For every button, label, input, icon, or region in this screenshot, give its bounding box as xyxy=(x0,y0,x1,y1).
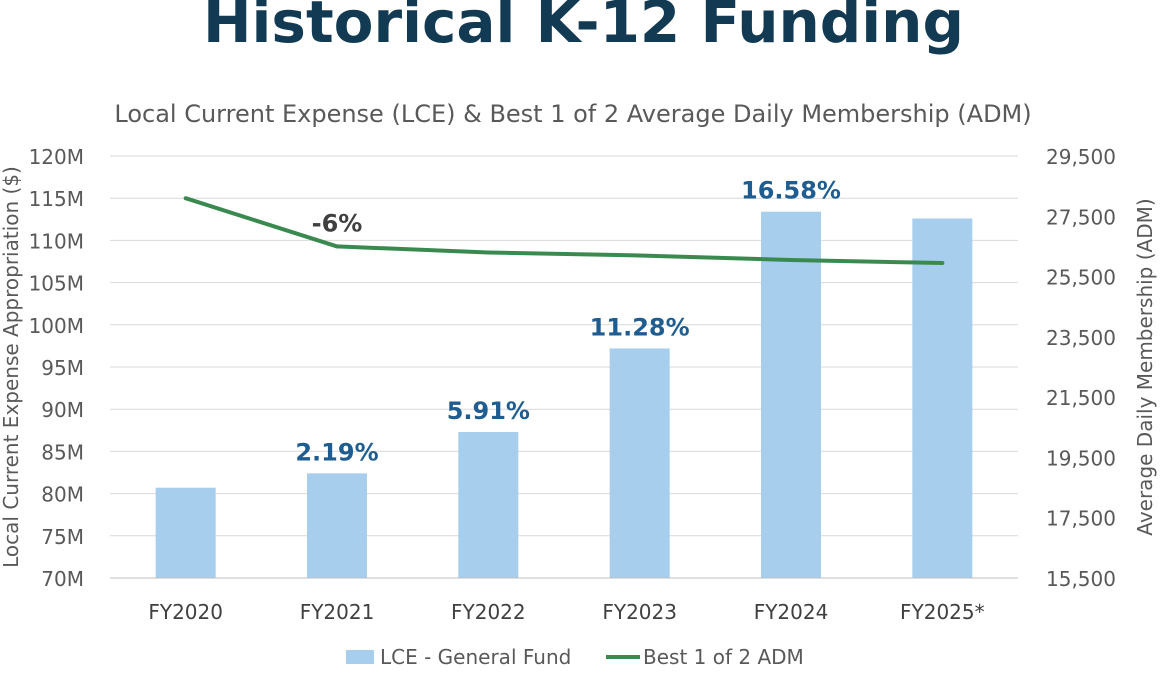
x-tick-label: FY2020 xyxy=(148,600,223,624)
y-tick-label: 100M xyxy=(29,314,84,338)
adm-point xyxy=(183,196,188,201)
y-tick-label: 80M xyxy=(41,483,84,507)
y-tick-label: 75M xyxy=(41,525,84,549)
y2-tick-label: 27,500 xyxy=(1046,205,1116,229)
bar-data-label: 2.19% xyxy=(295,438,378,466)
bar-data-label: 11.28% xyxy=(590,313,690,341)
bar xyxy=(912,218,973,578)
y-axis-title: Local Current Expense Appropriation ($) xyxy=(0,166,23,568)
line-data-label: -6% xyxy=(312,209,363,237)
chart-subtitle: Local Current Expense (LCE) & Best 1 of … xyxy=(114,100,1031,128)
bar-data-label: 16.58% xyxy=(741,177,841,205)
adm-point xyxy=(789,257,793,262)
bar xyxy=(609,348,670,578)
adm-point xyxy=(335,244,339,249)
adm-point xyxy=(486,250,491,255)
y2-tick-label: 19,500 xyxy=(1046,446,1116,470)
bar-data-label: 5.91% xyxy=(447,397,530,425)
y-tick-label: 90M xyxy=(41,398,84,422)
legend-line-label: Best 1 of 2 ADM xyxy=(643,645,804,669)
y-tick-label: 110M xyxy=(29,229,84,253)
y2-tick-label: 21,500 xyxy=(1046,386,1116,410)
x-tick-label: FY2025* xyxy=(900,600,985,624)
y-tick-label: 95M xyxy=(41,356,84,380)
adm-point xyxy=(940,261,945,266)
x-tick-label: FY2023 xyxy=(602,600,677,624)
page-title: Historical K-12 Funding xyxy=(203,0,964,56)
y2-axis-title: Average Daily Membership (ADM) xyxy=(1133,198,1157,535)
bar xyxy=(761,211,821,579)
y-tick-label: 70M xyxy=(41,567,84,591)
y2-tick-label: 23,500 xyxy=(1046,326,1116,350)
adm-line xyxy=(185,196,943,266)
x-tick-label: FY2024 xyxy=(754,600,829,624)
bar xyxy=(155,487,216,578)
y2-tick-label: 15,500 xyxy=(1046,567,1116,591)
x-tick-label: FY2022 xyxy=(451,600,526,624)
y2-tick-label: 25,500 xyxy=(1046,266,1116,290)
y-tick-label: 105M xyxy=(29,272,84,296)
bar xyxy=(307,473,367,578)
adm-point xyxy=(637,253,642,258)
legend-bar-swatch xyxy=(346,650,374,664)
y-tick-label: 85M xyxy=(41,440,84,464)
y-tick-label: 120M xyxy=(29,145,84,169)
y2-tick-label: 17,500 xyxy=(1046,507,1116,531)
y2-tick-label: 29,500 xyxy=(1046,145,1116,169)
bar xyxy=(458,431,519,578)
legend-bar-label: LCE - General Fund xyxy=(380,645,571,669)
y-tick-label: 115M xyxy=(29,187,84,211)
x-tick-label: FY2021 xyxy=(300,600,375,624)
